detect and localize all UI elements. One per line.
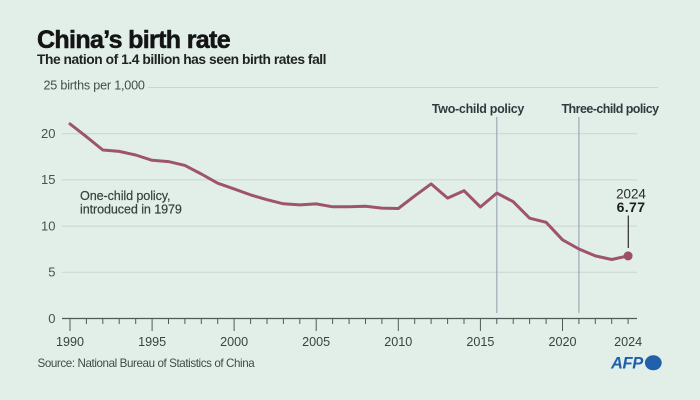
svg-text:2020: 2020 [548,335,576,349]
svg-text:2000: 2000 [220,335,248,349]
svg-text:The nation of 1.4 billion has: The nation of 1.4 billion has seen birth… [37,52,326,67]
svg-text:Source: National Bureau of Sta: Source: National Bureau of Statistics of… [38,357,256,370]
svg-text:China’s birth rate: China’s birth rate [37,26,231,54]
svg-text:AFP: AFP [610,355,644,373]
svg-text:2010: 2010 [384,335,412,349]
svg-text:0: 0 [48,311,55,326]
svg-text:Two-child policy: Two-child policy [432,102,525,116]
svg-text:1990: 1990 [56,335,84,349]
svg-text:2024: 2024 [614,335,642,349]
svg-text:Three-child policy: Three-child policy [561,102,659,116]
svg-text:6.77: 6.77 [617,199,646,215]
svg-text:15: 15 [41,172,55,187]
svg-text:25 births per 1,000: 25 births per 1,000 [44,79,145,93]
svg-text:20: 20 [41,126,55,141]
svg-text:1995: 1995 [138,335,166,349]
svg-text:5: 5 [48,265,55,280]
svg-text:2024: 2024 [616,187,646,202]
svg-text:2005: 2005 [302,335,330,349]
svg-text:introduced in 1979: introduced in 1979 [80,203,182,217]
svg-text:10: 10 [41,218,55,233]
svg-text:One-child policy,: One-child policy, [80,189,170,203]
svg-text:2015: 2015 [466,335,494,349]
